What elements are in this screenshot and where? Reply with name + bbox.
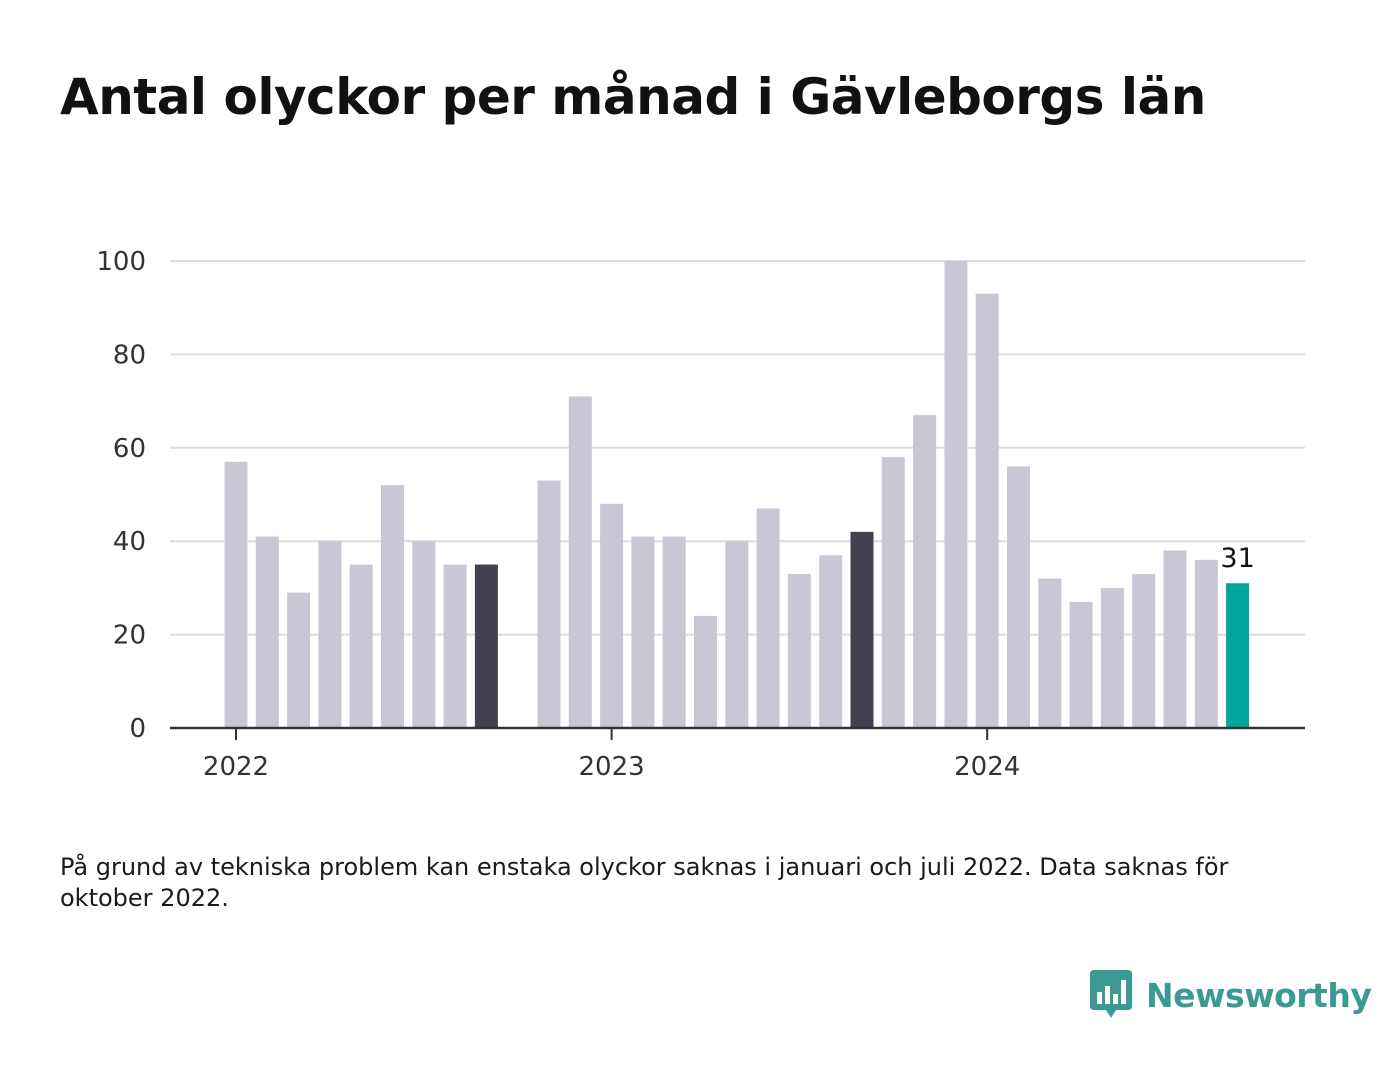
chart-title: Antal olyckor per månad i Gävleborgs län bbox=[60, 68, 1206, 126]
bar-2023-10[interactable] bbox=[881, 457, 905, 728]
bar-2022-05[interactable] bbox=[349, 564, 373, 728]
bar-2022-07[interactable] bbox=[412, 541, 436, 728]
footnote: På grund av tekniska problem kan enstaka… bbox=[60, 853, 1229, 912]
x-tick-label-2023: 2023 bbox=[579, 752, 645, 782]
bar-2023-05[interactable] bbox=[725, 541, 749, 728]
data-label-2024-09: 31 bbox=[1220, 543, 1254, 574]
bar-2023-08[interactable] bbox=[819, 555, 843, 728]
bar-2022-06[interactable] bbox=[381, 485, 404, 728]
y-tick-label-40: 40 bbox=[113, 527, 146, 557]
bar-2022-03[interactable] bbox=[287, 592, 311, 728]
bar-2022-01[interactable] bbox=[224, 461, 248, 728]
bar-chart: 0 20 40 60 80 100 2022 2023 2024 31 bbox=[96, 247, 1305, 782]
bar-2023-03[interactable] bbox=[662, 536, 686, 728]
bar-2023-12[interactable] bbox=[944, 261, 968, 728]
y-tick-label-60: 60 bbox=[113, 434, 146, 464]
x-tick-label-2022: 2022 bbox=[203, 752, 269, 782]
bar-2022-09[interactable] bbox=[474, 564, 498, 728]
bar-2022-12[interactable] bbox=[568, 396, 592, 728]
bar-2023-04[interactable] bbox=[694, 615, 717, 728]
bar-2024-06[interactable] bbox=[1132, 573, 1156, 728]
newsworthy-logo[interactable]: Newsworthy bbox=[1090, 970, 1372, 1020]
bar-2024-04[interactable] bbox=[1069, 601, 1093, 728]
bar-2024-03[interactable] bbox=[1038, 578, 1062, 728]
y-tick-label-100: 100 bbox=[96, 247, 146, 277]
x-tick-label-2024: 2024 bbox=[954, 752, 1020, 782]
data-labels: 31 bbox=[1220, 543, 1254, 574]
bar-2022-08[interactable] bbox=[443, 564, 467, 728]
y-tick-label-80: 80 bbox=[113, 340, 146, 370]
bar-2023-07[interactable] bbox=[787, 573, 811, 728]
bar-2023-09[interactable] bbox=[850, 531, 874, 728]
bar-2023-02[interactable] bbox=[631, 536, 655, 728]
logo-text: Newsworthy bbox=[1146, 975, 1372, 1015]
bar-2023-01[interactable] bbox=[600, 503, 624, 728]
bar-2024-05[interactable] bbox=[1100, 587, 1124, 728]
x-axis-ticks: 2022 2023 2024 bbox=[203, 728, 1020, 782]
bar-2024-07[interactable] bbox=[1163, 550, 1187, 728]
bar-2022-11[interactable] bbox=[537, 480, 561, 728]
bars bbox=[224, 261, 1250, 728]
bar-2024-08[interactable] bbox=[1194, 559, 1218, 728]
bar-2022-04[interactable] bbox=[318, 541, 342, 728]
y-tick-label-0: 0 bbox=[129, 714, 146, 744]
bar-2024-02[interactable] bbox=[1007, 466, 1030, 728]
bar-2023-06[interactable] bbox=[756, 508, 780, 728]
bar-2024-01[interactable] bbox=[975, 293, 999, 728]
bar-2024-09[interactable] bbox=[1226, 583, 1250, 728]
bar-2022-02[interactable] bbox=[255, 536, 279, 728]
y-tick-label-20: 20 bbox=[113, 621, 146, 651]
y-axis-tick-labels: 0 20 40 60 80 100 bbox=[96, 247, 146, 744]
bar-2023-11[interactable] bbox=[913, 415, 937, 728]
newsworthy-bar-icon bbox=[1090, 970, 1132, 1018]
